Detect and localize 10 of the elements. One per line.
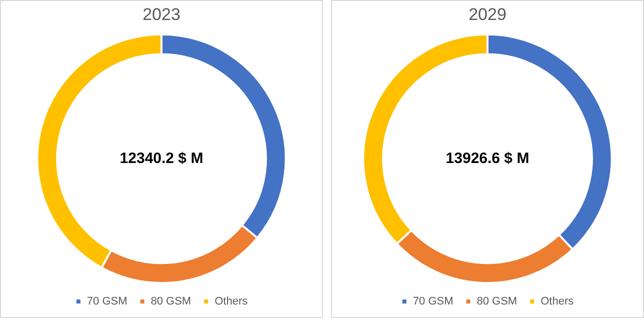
legend-label: 70 GSM: [86, 296, 128, 308]
chart-title: 2029: [468, 4, 506, 24]
chart-title: 2023: [142, 4, 180, 24]
text: 13926.6 $ M: [446, 150, 530, 167]
legend-label: 80 GSM: [476, 296, 518, 308]
legend-label: Others: [214, 296, 248, 308]
legend-label: 80 GSM: [150, 296, 192, 308]
text: 12340.2 $ M: [120, 150, 204, 167]
legend-label: 70 GSM: [412, 296, 454, 308]
legend-label: Others: [540, 296, 574, 308]
